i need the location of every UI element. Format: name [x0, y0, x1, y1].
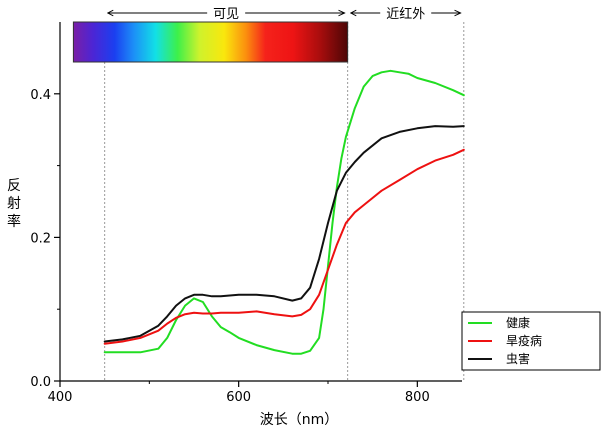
- region-label: 近红外: [386, 6, 425, 22]
- x-tick-label: 400: [48, 390, 73, 405]
- x-tick-label: 600: [226, 390, 251, 405]
- y-axis-title: 反射率: [7, 178, 21, 230]
- legend-label: 虫害: [506, 351, 530, 366]
- series-line-虫害: [103, 125, 465, 343]
- y-tick-label: 0.4: [30, 88, 51, 103]
- region-label: 可见: [213, 7, 239, 22]
- visible-spectrum-bar: [72, 21, 349, 63]
- region-annotations: 可见 近红外: [104, 6, 465, 381]
- data-series: [103, 69, 465, 355]
- legend-label: 健康: [506, 315, 530, 330]
- series-line-健康: [103, 69, 465, 355]
- x-tick-label: 800: [405, 390, 430, 405]
- y-tick-label: 0.0: [30, 375, 51, 390]
- series-line-旱疫病: [103, 148, 465, 345]
- axes: 400 600 800 0.0 0.2 0.4: [30, 22, 462, 405]
- x-axis-title: 波长（nm）: [260, 412, 339, 428]
- legend-label: 旱疫病: [506, 333, 542, 348]
- y-tick-label: 0.2: [30, 231, 51, 246]
